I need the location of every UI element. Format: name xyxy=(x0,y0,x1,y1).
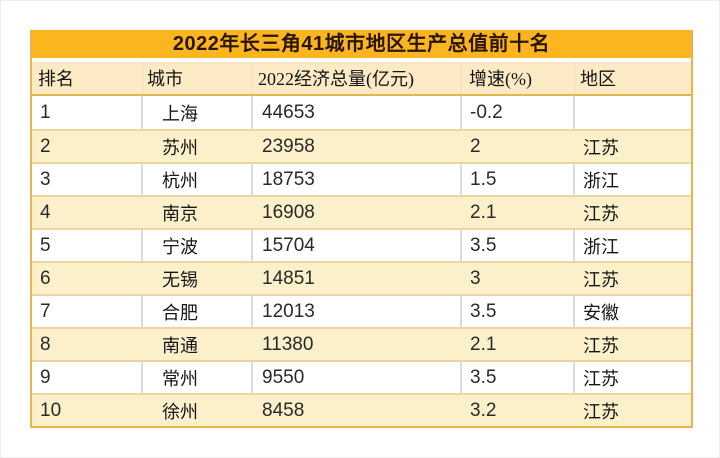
table-row: 5 宁波 15704 3.5 浙江 xyxy=(32,228,691,261)
growth-cell: 2 xyxy=(470,135,481,157)
growth-cell: 3.5 xyxy=(462,362,575,393)
gdp-cell: 14851 xyxy=(262,267,315,289)
gdp-cell: 8458 xyxy=(262,399,305,421)
rank-cell: 1 xyxy=(32,96,143,129)
region-cell: 江苏 xyxy=(583,137,619,158)
table-row: 4 南京 16908 2.1 江苏 xyxy=(32,195,691,228)
gdp-cell: 44653 xyxy=(253,96,462,129)
rank-cell: 5 xyxy=(32,230,143,261)
growth-cell: 3.2 xyxy=(470,399,497,421)
growth-cell: 1.5 xyxy=(462,164,575,195)
header-growth: 增速(%) xyxy=(462,62,575,94)
table-body: 1 上海 44653 -0.2 2 苏州 23958 2 江苏 3 杭州 187… xyxy=(32,96,691,426)
table-header-row: 排名 城市 2022经济总量(亿元) 增速(%) 地区 xyxy=(32,62,691,96)
city-cell: 无锡 xyxy=(162,269,198,290)
city-cell: 杭州 xyxy=(143,164,253,195)
city-cell: 南通 xyxy=(162,335,198,356)
city-cell: 徐州 xyxy=(162,401,198,422)
rank-cell: 7 xyxy=(32,296,143,327)
banner-header-gap xyxy=(32,58,691,62)
growth-cell: 3.5 xyxy=(462,296,575,327)
region-cell: 江苏 xyxy=(583,368,619,389)
city-cell: 常州 xyxy=(143,362,253,393)
region-cell: 江苏 xyxy=(583,401,619,422)
table-row: 3 杭州 18753 1.5 浙江 xyxy=(32,162,691,195)
growth-cell: -0.2 xyxy=(462,96,575,129)
growth-cell: 3.5 xyxy=(462,230,575,261)
gdp-cell: 18753 xyxy=(253,164,462,195)
header-gdp: 2022经济总量(亿元) xyxy=(253,62,462,94)
region-cell xyxy=(575,96,691,129)
rank-cell: 6 xyxy=(40,267,51,289)
city-cell: 合肥 xyxy=(143,296,253,327)
growth-cell: 2.1 xyxy=(470,201,497,223)
region-cell: 江苏 xyxy=(583,335,619,356)
rank-cell: 4 xyxy=(40,201,51,223)
header-region: 地区 xyxy=(580,69,616,89)
rank-cell: 10 xyxy=(40,399,62,421)
city-cell: 上海 xyxy=(143,96,253,129)
table-row: 7 合肥 12013 3.5 安徽 xyxy=(32,294,691,327)
gdp-cell: 12013 xyxy=(253,296,462,327)
table-row: 9 常州 9550 3.5 江苏 xyxy=(32,360,691,393)
gdp-cell: 15704 xyxy=(253,230,462,261)
header-rank: 排名 xyxy=(32,62,143,94)
gdp-cell: 16908 xyxy=(262,201,315,223)
rank-cell: 3 xyxy=(32,164,143,195)
region-cell: 江苏 xyxy=(583,203,619,224)
growth-cell: 3 xyxy=(470,267,481,289)
table-row: 2 苏州 23958 2 江苏 xyxy=(32,129,691,162)
region-cell: 安徽 xyxy=(583,302,619,323)
table-row: 10 徐州 8458 3.2 江苏 xyxy=(32,393,691,426)
city-cell: 宁波 xyxy=(143,230,253,261)
gdp-cell: 11380 xyxy=(262,333,314,355)
city-cell: 苏州 xyxy=(162,137,198,158)
growth-cell: 2.1 xyxy=(470,333,497,355)
header-city: 城市 xyxy=(143,62,253,94)
region-cell: 浙江 xyxy=(583,236,619,257)
gdp-cell: 9550 xyxy=(253,362,462,393)
table-row: 1 上海 44653 -0.2 xyxy=(32,96,691,129)
table-row: 8 南通 11380 2.1 江苏 xyxy=(32,327,691,360)
rank-cell: 8 xyxy=(40,333,51,355)
gdp-cell: 23958 xyxy=(262,135,315,157)
region-cell: 浙江 xyxy=(583,170,619,191)
table-row: 6 无锡 14851 3 江苏 xyxy=(32,261,691,294)
rank-cell: 2 xyxy=(40,135,51,157)
gdp-top10-table: 2022年长三角41城市地区生产总值前十名 排名 城市 2022经济总量(亿元)… xyxy=(30,30,693,428)
rank-cell: 9 xyxy=(32,362,143,393)
region-cell: 江苏 xyxy=(583,269,619,290)
city-cell: 南京 xyxy=(162,203,198,224)
table-title: 2022年长三角41城市地区生产总值前十名 xyxy=(32,30,691,58)
